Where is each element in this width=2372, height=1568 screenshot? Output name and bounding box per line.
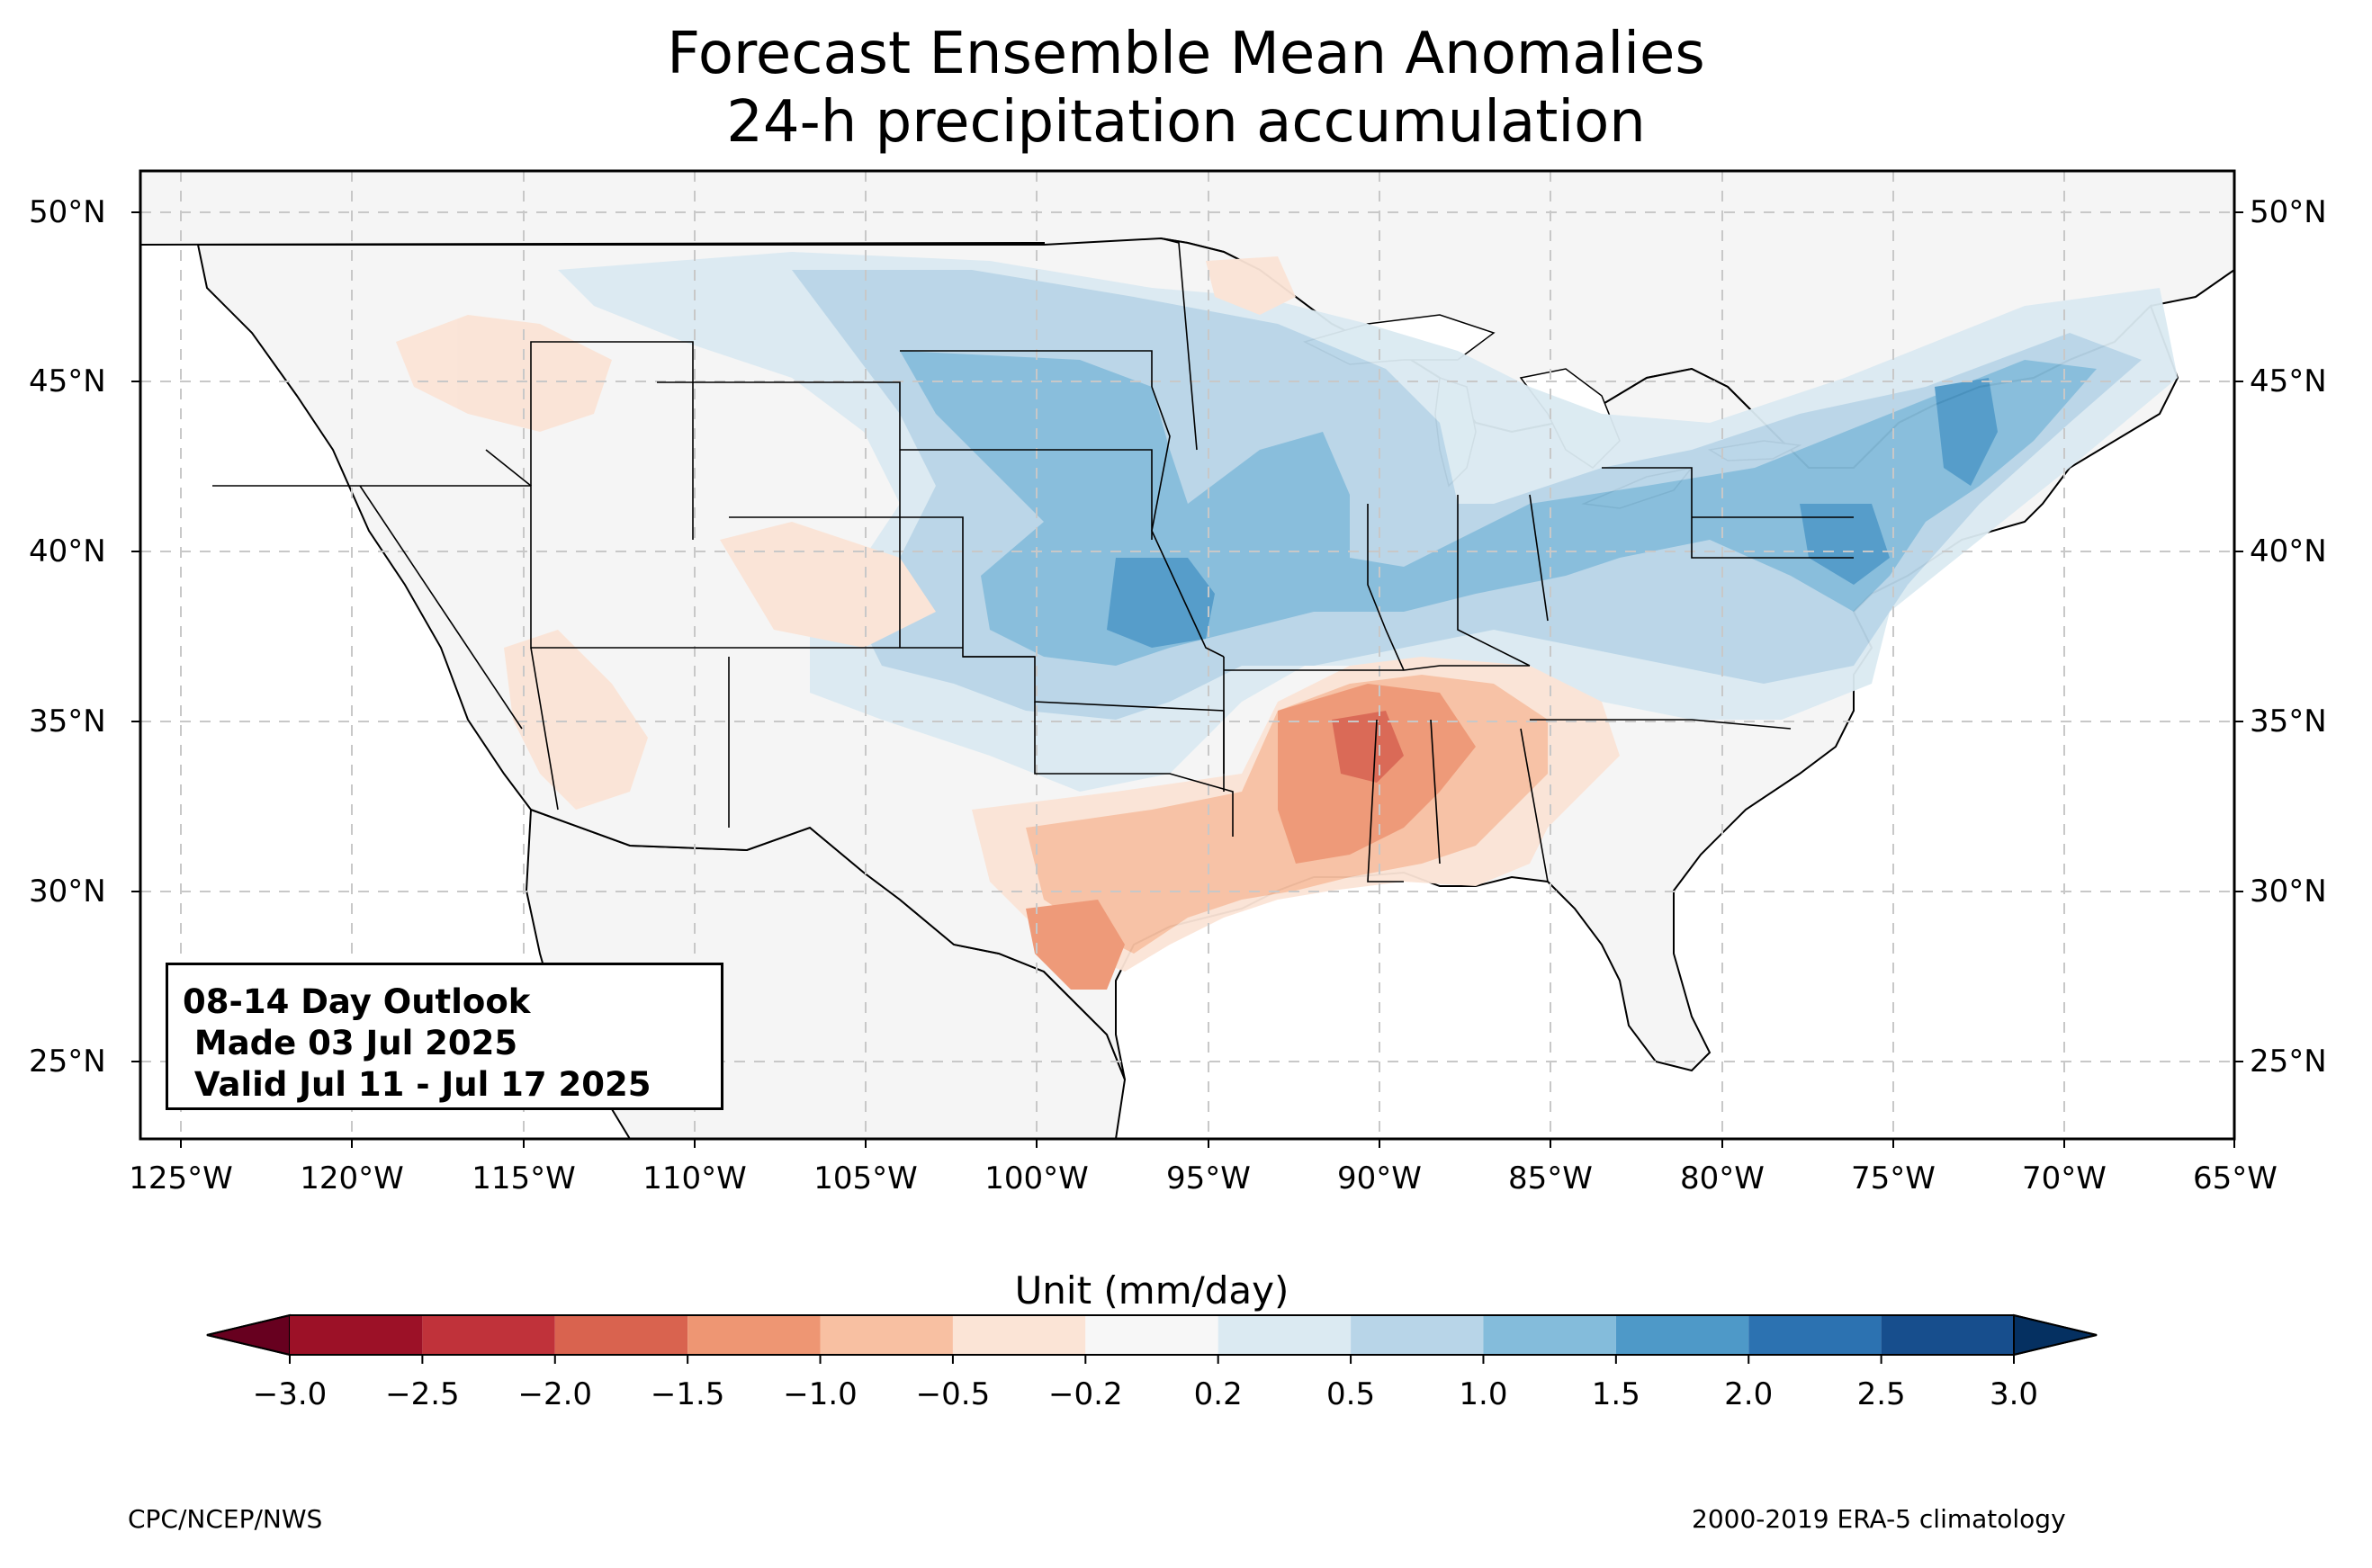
colorbar-segment (952, 1315, 1086, 1355)
lon-label-90w: 90°W (1337, 1160, 1422, 1196)
anomaly-red-texas (1026, 900, 1125, 990)
lat-label-left-25: 25°N (29, 1044, 106, 1080)
anomaly-blue-strong-ne2 (1800, 504, 1890, 585)
anomaly-red-west2 (504, 630, 648, 810)
colorbar-segment (687, 1315, 821, 1355)
colorbar-tick-label: 2.5 (1856, 1376, 1906, 1412)
colorbar-segment (1881, 1315, 2014, 1355)
outlook-info-box: 08-14 Day Outlook Made 03 Jul 2025 Valid… (166, 963, 723, 1110)
colorbar-tick-label: −2.0 (517, 1376, 593, 1412)
lat-label-right-45: 45°N (2250, 363, 2327, 399)
lon-label-110w: 110°W (642, 1160, 747, 1196)
anomaly-blue-strong-kansas (1107, 558, 1215, 648)
colorbar-tick-label: 1.5 (1591, 1376, 1640, 1412)
lat-label-right-40: 40°N (2250, 533, 2327, 569)
lon-label-70w: 70°W (2022, 1160, 2107, 1196)
colorbar-tick-label: 0.5 (1326, 1376, 1376, 1412)
lon-label-105w: 105°W (813, 1160, 918, 1196)
axis-ticks (131, 211, 2243, 1148)
footer-source: CPC/NCEP/NWS (128, 1504, 323, 1534)
lat-label-left-35: 35°N (29, 703, 106, 739)
colorbar-segment (422, 1315, 555, 1355)
colorbar-tick-label: 0.2 (1193, 1376, 1243, 1412)
lat-label-left-45: 45°N (29, 363, 106, 399)
colorbar-tick-label: −1.5 (650, 1376, 725, 1412)
lat-label-left-50: 50°N (29, 194, 106, 230)
lon-label-85w: 85°W (1508, 1160, 1593, 1196)
colorbar-tick-label: 1.0 (1459, 1376, 1508, 1412)
lat-label-right-25: 25°N (2250, 1044, 2327, 1080)
lon-label-65w: 65°W (2193, 1160, 2278, 1196)
map-title-line2: 24-h precipitation accumulation (726, 89, 1646, 156)
colorbar-tick-label: −3.0 (252, 1376, 328, 1412)
colorbar-tick-label: −0.2 (1048, 1376, 1123, 1412)
colorbar-tick-label: 2.0 (1724, 1376, 1774, 1412)
lat-label-right-35: 35°N (2250, 703, 2327, 739)
colorbar-segment (1351, 1315, 1484, 1355)
lon-label-75w: 75°W (1851, 1160, 1936, 1196)
colorbar-tick-label: 3.0 (1989, 1376, 2039, 1412)
lon-label-125w: 125°W (129, 1160, 233, 1196)
colorbar-under-arrow (206, 1313, 291, 1357)
anomaly-red-nw (1206, 256, 1296, 315)
colorbar-tick-label: −0.5 (915, 1376, 991, 1412)
colorbar-over-arrow (2013, 1313, 2098, 1357)
anomaly-red-core-ms (1332, 711, 1404, 783)
lon-label-115w: 115°W (472, 1160, 576, 1196)
colorbar (206, 1313, 2098, 1364)
outlook-line-3: Valid Jul 11 - Jul 17 2025 (183, 1065, 651, 1104)
colorbar-segment (290, 1315, 423, 1355)
lon-label-95w: 95°W (1166, 1160, 1251, 1196)
colorbar-segment (1085, 1315, 1218, 1355)
anomaly-red-west1 (396, 315, 612, 432)
graticule (140, 171, 2234, 1139)
outlook-line-2: Made 03 Jul 2025 (183, 1024, 518, 1062)
colorbar-title: Unit (mm/day) (1014, 1268, 1289, 1313)
footer-climatology: 2000-2019 ERA-5 climatology (1692, 1504, 2066, 1534)
colorbar-segment (1217, 1315, 1352, 1355)
colorbar-segment (1748, 1315, 1882, 1355)
lon-label-100w: 100°W (984, 1160, 1089, 1196)
colorbar-tick-label: −2.5 (385, 1376, 460, 1412)
outlook-line-1: 08-14 Day Outlook (183, 982, 531, 1021)
anomaly-blue-strong-ne (1935, 378, 1998, 486)
lat-label-right-30: 30°N (2250, 874, 2327, 909)
map-title-line1: Forecast Ensemble Mean Anomalies (667, 21, 1705, 87)
lat-label-left-40: 40°N (29, 533, 106, 569)
colorbar-segment (554, 1315, 688, 1355)
colorbar-segment (820, 1315, 953, 1355)
lon-label-80w: 80°W (1680, 1160, 1765, 1196)
lat-label-left-30: 30°N (29, 874, 106, 909)
map-frame (139, 169, 2236, 1141)
lat-label-right-50: 50°N (2250, 194, 2327, 230)
colorbar-tick-label: −1.0 (783, 1376, 858, 1412)
lon-label-120w: 120°W (300, 1160, 404, 1196)
colorbar-segment (1483, 1315, 1616, 1355)
state-boundaries (212, 237, 1854, 883)
colorbar-segment (1615, 1315, 1749, 1355)
anomaly-red-west3 (720, 522, 936, 648)
